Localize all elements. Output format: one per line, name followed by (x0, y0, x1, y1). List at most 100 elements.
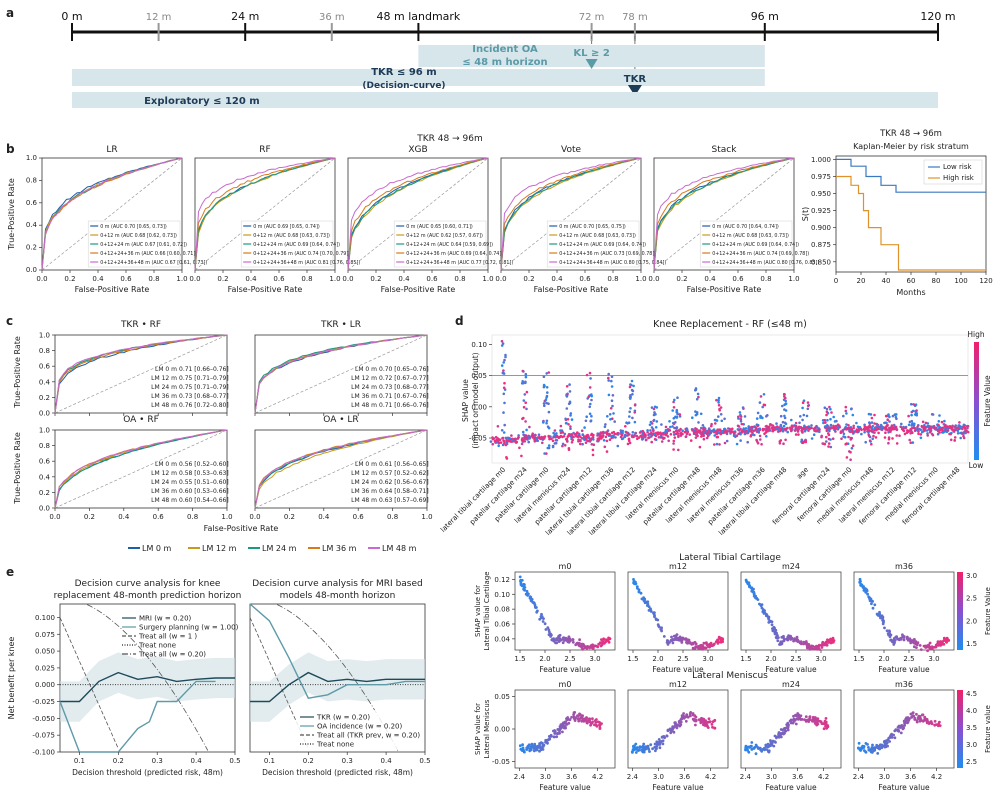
x-tick-label: 3.0 (766, 773, 777, 781)
dep-dot (658, 740, 662, 744)
shap-dot (545, 396, 548, 399)
dep-dot (782, 637, 786, 640)
shap-dot (905, 431, 909, 435)
x-tick-label: 0.4 (381, 757, 393, 765)
shap-dot (563, 444, 567, 447)
km-x-tick-label: 100 (954, 277, 967, 285)
shap-dot (812, 427, 816, 431)
dep-dot (653, 613, 656, 617)
shap-dot (940, 420, 944, 424)
dep-dot (603, 641, 606, 645)
dep-dot (919, 648, 923, 651)
dep-dot (532, 746, 536, 750)
dep-y-label: SHAP value for (474, 585, 482, 637)
shap-dot (592, 438, 595, 441)
roc-plot-title: LR (106, 145, 117, 155)
dep-plot-title: m12 (669, 562, 687, 571)
dep-dot (593, 719, 597, 723)
dep-x-label: Feature value (878, 783, 930, 792)
shap-dot (829, 445, 833, 449)
shap-dot (756, 441, 760, 445)
dep-dot (773, 626, 776, 630)
shap-dot (551, 445, 555, 449)
dep-dot (908, 639, 912, 643)
shap-dot (762, 393, 766, 396)
shap-dot (775, 425, 779, 428)
shap-dot (628, 385, 632, 389)
shap-dot (585, 415, 588, 419)
shap-dot (715, 419, 719, 422)
shap-dot (779, 423, 783, 427)
km-y-label: S(t) (801, 207, 810, 221)
shap-dot (625, 431, 628, 434)
dep-plot-title: m24 (782, 680, 800, 689)
y-tick-label: 1.0 (26, 154, 37, 162)
dep-dot (881, 615, 885, 619)
km-x-label: Months (896, 288, 925, 297)
shap-dot (921, 420, 925, 424)
x-tick-label: 0.6 (153, 513, 165, 521)
shap-dot (961, 427, 964, 431)
shap-dot (825, 407, 829, 411)
shap-dot (692, 431, 696, 434)
dependence-plot-m36: m36 1.5 2.0 2.5 3.0 Feature value (853, 562, 955, 674)
x-tick-label: 0.0 (648, 275, 659, 283)
dca-legend-entry: Treat all (w = 1 ) (138, 633, 197, 641)
dep-dot (925, 721, 929, 725)
shap-dot (936, 432, 940, 436)
y-tick-label: 0.00 (494, 726, 510, 734)
dca-legend-entry: TKR (w = 0.20) (316, 714, 370, 722)
dep-dot (584, 645, 587, 648)
dep-dot (585, 721, 589, 725)
dep-dot (665, 641, 669, 644)
shap-dot (801, 406, 804, 410)
shap-dot (608, 413, 612, 416)
km-legend-low: Low risk (943, 163, 972, 171)
shap-dot (527, 436, 530, 439)
shap-dot (802, 399, 806, 403)
roc-curve-4 (41, 157, 183, 271)
shap-dot (547, 410, 551, 414)
panel-b-title: TKR 48 → 96m (416, 134, 482, 144)
shap-dot (627, 437, 631, 441)
x-tick-label: 2.4 (627, 773, 639, 781)
dep-dot (566, 716, 570, 719)
dep-dot (767, 618, 771, 621)
dep-dot (593, 723, 596, 727)
shap-dot (589, 438, 592, 441)
roc-plot-lr: LR0.0 0.2 0.4 0.6 0.8 1.00.00.20.40.60.81.0Fa… (26, 145, 208, 294)
shap-dot (503, 381, 506, 385)
x-tick-label: 0.6 (353, 513, 365, 521)
dep-dot (600, 638, 603, 641)
shap-dot (837, 427, 840, 430)
shap-dot (679, 427, 682, 431)
roc-curve-3 (347, 157, 489, 271)
km-y-tick-label: 0.950 (811, 190, 831, 198)
dep-dot (897, 729, 900, 732)
shap-dot (868, 421, 871, 424)
dep-dot (870, 747, 874, 751)
dep-dot (642, 742, 646, 746)
dep-dot (790, 719, 793, 722)
shap-dot (504, 436, 508, 440)
x-tick-label: 0.2 (84, 513, 95, 521)
shap-cbar-label: Feature Value (983, 375, 992, 427)
dep-dot (638, 746, 642, 750)
shap-dot (582, 435, 586, 438)
shap-dot (675, 429, 679, 433)
shap-dot (849, 450, 852, 454)
dep-dot (818, 719, 822, 723)
shap-dot (961, 432, 964, 436)
timeline-tick-label: 24 m (231, 10, 259, 23)
shap-dot (665, 432, 668, 436)
dep-dot (552, 735, 556, 739)
shap-dot (701, 431, 705, 435)
x-tick-label: 3.6 (679, 773, 691, 781)
dca-x-label: Decision threshold (predicted risk, 48m) (72, 768, 223, 777)
shap-dot (877, 431, 880, 435)
dep-dot (635, 585, 639, 588)
x-tick-label: 0.0 (49, 513, 60, 521)
shap-dot (710, 422, 713, 426)
shap-dot (555, 439, 559, 442)
